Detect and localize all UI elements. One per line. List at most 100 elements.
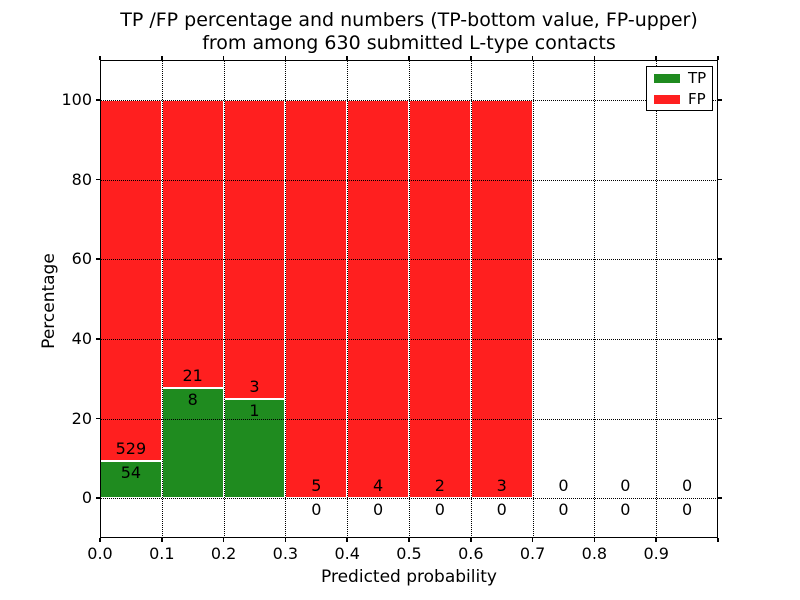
fp-count-label: 5 (311, 476, 322, 496)
y-tick-mark-right (718, 497, 722, 499)
tp-count-label: 0 (682, 500, 693, 520)
x-tick-mark-top (470, 56, 472, 60)
x-tick-mark-top (222, 56, 225, 60)
x-tick-mark-top (346, 56, 348, 60)
y-tick-mark-right (718, 338, 722, 340)
x-tick-mark (655, 538, 657, 542)
x-tick-label: 0.0 (87, 544, 113, 563)
x-tick-label: 0.6 (458, 544, 484, 563)
y-tick-mark-right (718, 258, 722, 260)
y-tick-mark (96, 178, 100, 181)
tp-count-label: 0 (311, 500, 322, 520)
gridline-x (594, 60, 596, 538)
x-tick-label: 0.3 (272, 544, 299, 563)
x-tick-mark (408, 538, 410, 542)
bar-fp-segment (347, 99, 409, 499)
x-tick-mark (717, 538, 719, 542)
x-tick-mark-top (717, 56, 719, 60)
tp-count-label: 1 (249, 400, 260, 420)
y-tick-mark (96, 497, 100, 499)
x-tick-label: 0.8 (581, 544, 608, 563)
fp-count-label: 3 (496, 476, 507, 496)
y-tick-label: 80 (71, 169, 92, 189)
x-tick-mark (222, 538, 225, 542)
x-tick-label: 0.9 (643, 544, 669, 563)
x-tick-mark (593, 538, 596, 542)
gridline-x (161, 60, 163, 538)
fp-count-label: 0 (620, 476, 631, 496)
x-tick-mark-top (408, 56, 410, 60)
bar-fp-segment (161, 99, 224, 389)
legend-item-fp: FP (654, 89, 706, 108)
bar-fp-segment (409, 99, 471, 499)
y-tick-mark-right (718, 417, 722, 420)
gridline-x (223, 60, 225, 538)
x-tick-mark-top (161, 56, 163, 60)
gridline-x (470, 60, 472, 538)
x-tick-mark (470, 538, 472, 542)
legend-fp-swatch (654, 94, 680, 104)
legend-tp-label: TP (688, 68, 707, 87)
tp-count-label: 54 (120, 463, 142, 483)
bar-tp-segment (100, 461, 162, 499)
x-tick-mark (284, 538, 287, 542)
tp-count-label: 8 (187, 390, 198, 410)
fp-count-label: 0 (682, 476, 693, 496)
y-tick-mark (96, 338, 100, 340)
y-tick-label: 40 (71, 328, 92, 348)
legend: TP FP (646, 66, 713, 111)
bar-fp-segment (100, 99, 162, 462)
y-tick-label: 0 (81, 488, 92, 508)
x-tick-mark (161, 538, 163, 542)
x-tick-label: 0.7 (519, 544, 546, 563)
x-tick-label: 0.5 (396, 544, 422, 563)
y-tick-label: 20 (71, 408, 92, 428)
y-tick-mark-right (718, 178, 722, 181)
fp-count-label: 0 (558, 476, 569, 496)
tp-count-label: 0 (496, 500, 507, 520)
gridline-x (532, 60, 534, 538)
chart-title-line2: from among 630 submitted L-type contacts (202, 32, 616, 54)
legend-fp-label: FP (688, 89, 706, 108)
tp-count-label: 0 (373, 500, 384, 520)
x-tick-mark-top (284, 56, 287, 60)
legend-tp-swatch (654, 73, 680, 83)
y-tick-mark (96, 258, 100, 260)
y-tick-label: 100 (61, 89, 92, 109)
gridline-x (347, 60, 349, 538)
x-tick-mark-top (655, 56, 657, 60)
plot-area: 529 54 21 8 3 1 5 0 4 0 2 0 3 0 0 0 0 0 0 0 TP FP (100, 60, 718, 538)
legend-item-tp: TP (654, 68, 707, 87)
x-tick-mark (99, 538, 101, 542)
gridline-x (285, 60, 287, 538)
fp-count-label: 2 (434, 476, 445, 496)
y-tick-label: 60 (71, 249, 92, 269)
chart-title-line1: TP /FP percentage and numbers (TP-bottom… (120, 9, 698, 31)
x-tick-mark-top (593, 56, 596, 60)
fp-count-label: 529 (115, 439, 147, 459)
y-axis-label: Percentage (39, 253, 59, 349)
y-tick-mark (96, 417, 100, 420)
x-tick-mark (531, 538, 534, 542)
x-tick-label: 0.1 (149, 544, 175, 563)
x-axis-label: Predicted probability (321, 567, 497, 587)
chart-title: TP /FP percentage and numbers (TP-bottom… (100, 9, 718, 55)
bar-fp-segment (223, 99, 286, 399)
x-tick-mark (346, 538, 348, 542)
x-tick-label: 0.4 (334, 544, 360, 563)
x-tick-label: 0.2 (210, 544, 237, 563)
y-tick-mark-right (718, 99, 722, 101)
fp-count-label: 21 (182, 366, 203, 386)
x-tick-mark-top (531, 56, 534, 60)
fp-count-label: 3 (249, 376, 260, 396)
x-tick-mark-top (99, 56, 101, 60)
tp-count-label: 0 (434, 500, 445, 520)
tp-count-label: 0 (558, 500, 569, 520)
bar-fp-segment (470, 99, 533, 499)
fp-count-label: 4 (373, 476, 384, 496)
gridline-x (656, 60, 658, 538)
tp-count-label: 0 (620, 500, 631, 520)
gridline-x (409, 60, 410, 538)
bar-fp-segment (285, 99, 348, 499)
